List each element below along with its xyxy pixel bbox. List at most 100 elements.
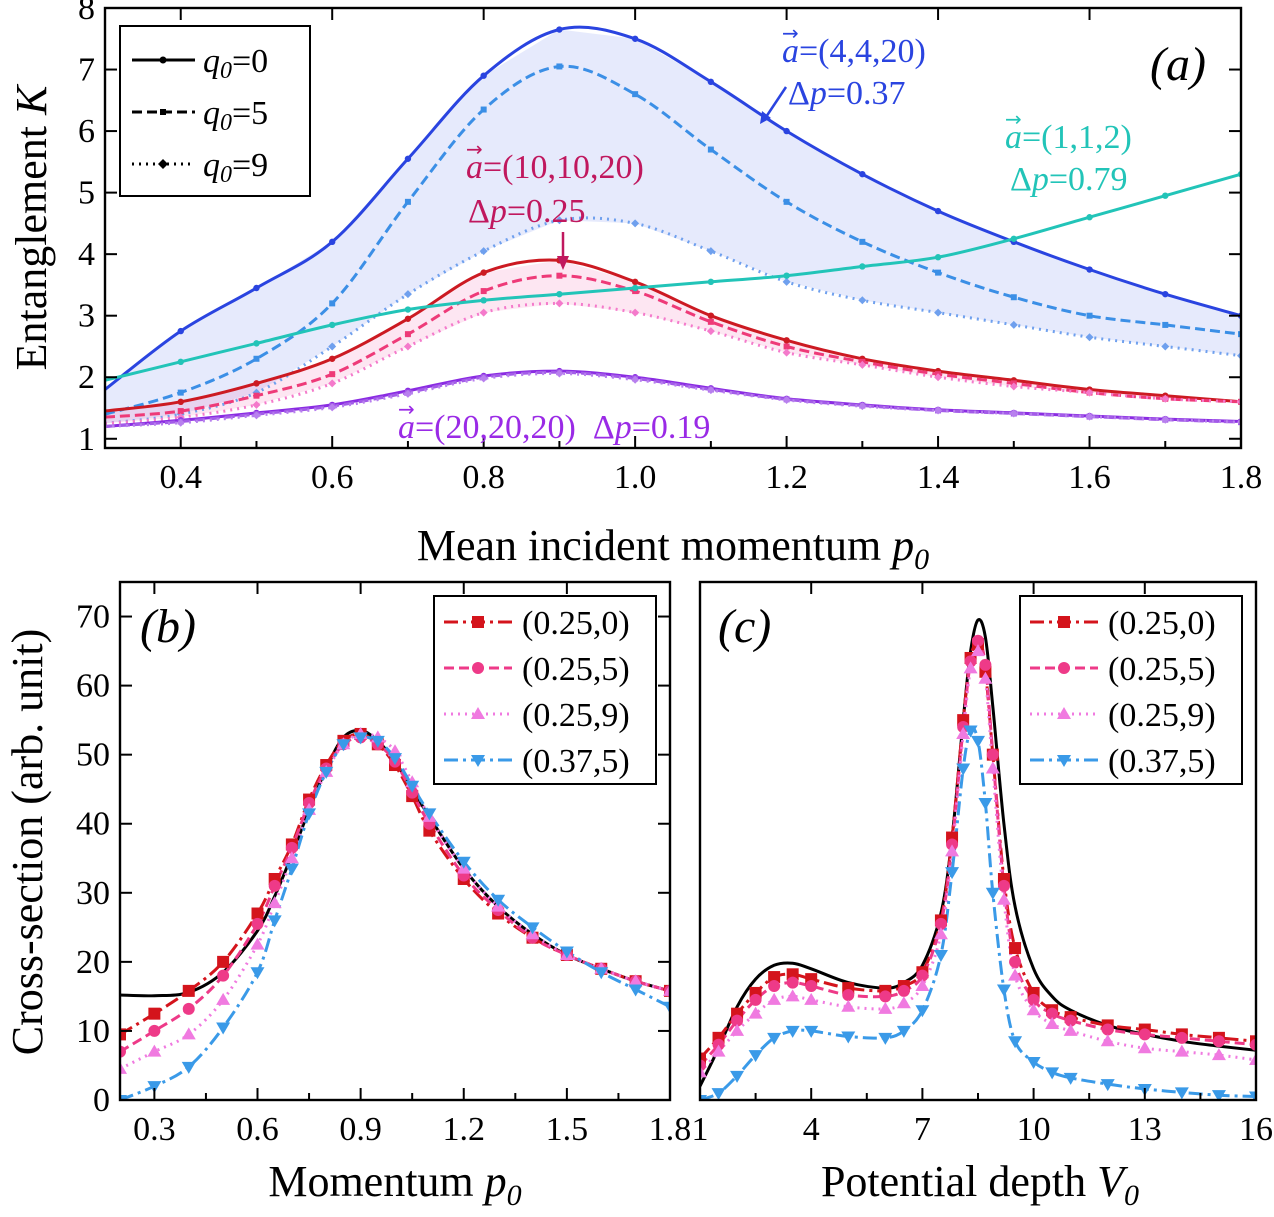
a-series-markers bbox=[176, 26, 1241, 427]
b-point bbox=[120, 1061, 127, 1074]
c-point bbox=[700, 1065, 707, 1078]
a-series-a1-solid bbox=[105, 172, 1241, 382]
a-annotation-1-1-2-line1: a=(1,1,2) bbox=[1005, 119, 1132, 156]
c-point bbox=[978, 798, 993, 811]
a-annotation-1-1-2-line2: Δp=0.79 bbox=[1010, 161, 1128, 198]
a-point-a10-dotted bbox=[858, 360, 867, 369]
c-point bbox=[1250, 1038, 1256, 1051]
a-point-a4-dotted bbox=[782, 277, 791, 286]
a-point-a20-dotted bbox=[934, 406, 943, 415]
a-point-a20-dotted bbox=[328, 403, 337, 412]
a-ticks: 0.4 0.6 0.8 1.0 1.2 1.4 1.6 1.8 1 2 3 4 5 6 7 8 bbox=[78, 0, 1262, 496]
b-point bbox=[491, 894, 506, 907]
a-legend-marker-dotted bbox=[158, 159, 168, 169]
a-vector-arrow-glyph-2: → bbox=[1005, 107, 1022, 131]
b-point bbox=[251, 917, 264, 930]
c-point bbox=[842, 989, 855, 1002]
b-point bbox=[120, 1028, 126, 1041]
a-point-a10-dotted bbox=[1085, 388, 1094, 397]
a-point-a4-solid bbox=[253, 284, 260, 292]
c-point bbox=[1211, 1048, 1226, 1061]
b-legend-marker bbox=[471, 707, 485, 719]
panel-b: 0.3 0.6 0.9 1.2 1.5 1.8 0 10 20 30 40 50 60 70 (b) (0… bbox=[3, 580, 691, 1212]
c-point bbox=[711, 1088, 726, 1100]
c-point bbox=[711, 1044, 726, 1057]
c-point bbox=[748, 1050, 763, 1063]
a-point-a10-solid bbox=[480, 269, 487, 276]
b-point bbox=[405, 780, 420, 793]
a-plot-frame bbox=[103, 6, 1243, 450]
a-point-a10-dotted bbox=[1009, 382, 1018, 391]
b-point bbox=[216, 992, 231, 1005]
a-point-a1-solid bbox=[1086, 214, 1093, 221]
c-xtick-label: 4 bbox=[803, 1111, 820, 1148]
c-point bbox=[996, 984, 1011, 997]
b-legend-marker bbox=[471, 755, 485, 767]
b-series--0-25-9- bbox=[120, 732, 670, 1071]
b-point bbox=[147, 1044, 162, 1057]
c-point bbox=[767, 1032, 782, 1045]
b-legend: (0.25,0) (0.25,5) (0.25,9) (0.37,5) bbox=[433, 595, 657, 785]
a-point-a4-dotted bbox=[555, 216, 564, 225]
c-xtick-label: 10 bbox=[1017, 1111, 1051, 1148]
b-point bbox=[336, 739, 351, 752]
b-legend-label: (0.37,5) bbox=[522, 743, 630, 780]
a-series-a10-dotted bbox=[105, 301, 1241, 425]
a-point-a10-dashed bbox=[404, 331, 411, 338]
a-point-a4-solid bbox=[859, 170, 866, 178]
panel-a: 0.4 0.6 0.8 1.0 1.2 1.4 1.6 1.8 1 2 3 4 5 6 7 8 (a) q0=… bbox=[7, 0, 1262, 576]
a-point-a4-dashed bbox=[177, 389, 184, 396]
b-ytick-label: 60 bbox=[76, 668, 110, 705]
c-point bbox=[896, 1025, 911, 1038]
c-point bbox=[1249, 1052, 1256, 1065]
a-point-a4-dotted bbox=[1085, 333, 1094, 342]
c-point bbox=[897, 984, 910, 997]
c-legend-box bbox=[1019, 595, 1243, 785]
a-point-a20-dotted bbox=[631, 375, 640, 384]
c-legend-marker bbox=[1057, 707, 1071, 719]
a-annotation-10-10-20: a=(10,10,20) Δp=0.25 → bbox=[466, 137, 644, 270]
a-point-a20-dotted bbox=[176, 418, 185, 427]
a-panel-label: (a) bbox=[1150, 38, 1206, 91]
c-legend-label: (0.25,0) bbox=[1108, 605, 1216, 642]
c-point bbox=[934, 917, 947, 930]
a-point-a4-dotted bbox=[403, 290, 412, 299]
a-point-a1-solid bbox=[783, 272, 790, 279]
c-point bbox=[841, 1031, 856, 1044]
a-ytick-label: 8 bbox=[78, 0, 95, 27]
b-point bbox=[182, 1002, 195, 1015]
c-point bbox=[785, 1025, 800, 1038]
b-point bbox=[285, 841, 298, 854]
b-xtick-label: 0.3 bbox=[133, 1111, 176, 1148]
b-point bbox=[251, 907, 264, 920]
b-ytick-label: 20 bbox=[76, 944, 110, 981]
a-point-a20-dotted bbox=[782, 396, 791, 404]
a-point-a1-solid bbox=[1010, 235, 1017, 242]
b-point bbox=[319, 766, 334, 779]
a-point-a10-solid bbox=[707, 312, 715, 319]
a-point-a10-solid bbox=[177, 398, 184, 406]
a-series-a20-dotted bbox=[105, 371, 1241, 428]
a-point-a20-dotted bbox=[858, 402, 867, 411]
a-point-a20-dotted bbox=[252, 411, 261, 420]
a-annotation-4-4-20-line1: a=(4,4,20) bbox=[782, 33, 926, 70]
b-point bbox=[525, 922, 540, 935]
a-point-a20-dotted bbox=[1009, 409, 1018, 418]
c-point bbox=[749, 993, 762, 1006]
a-point-a10-dotted bbox=[782, 348, 791, 357]
a-annotation-1-1-2: a=(1,1,2) Δp=0.79 → bbox=[1005, 107, 1132, 198]
b-ytick-label: 0 bbox=[93, 1082, 110, 1119]
c-point bbox=[1026, 1003, 1041, 1016]
a-point-a4-solid bbox=[480, 72, 487, 79]
b-panel-label: (b) bbox=[140, 600, 196, 653]
c-point bbox=[1100, 1034, 1115, 1047]
a-legend-marker-solid bbox=[159, 56, 167, 64]
a-point-a4-dashed bbox=[480, 106, 487, 113]
a-series-a4-solid bbox=[105, 25, 1241, 391]
b-legend-marker bbox=[472, 662, 484, 674]
a-point-a1-solid bbox=[1162, 192, 1169, 199]
c-point bbox=[785, 989, 800, 1002]
c-xtick-label: 1 bbox=[692, 1111, 709, 1148]
b-point bbox=[148, 1007, 161, 1020]
